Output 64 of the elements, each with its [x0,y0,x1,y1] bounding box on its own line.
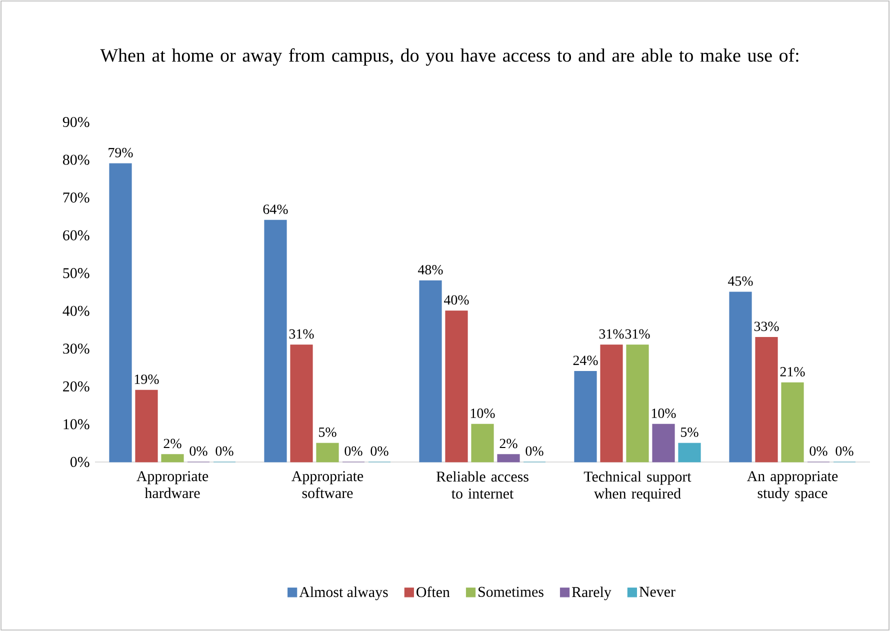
y-tick-label: 60% [63,230,90,240]
data-label: 0% [526,446,544,456]
data-label: 2% [500,438,518,448]
bar [471,424,494,462]
x-tick-label: Reliable access to internet [436,471,528,499]
data-label: 33% [754,322,779,332]
bar [445,310,468,462]
data-label: 40% [444,295,469,305]
bar [678,442,701,462]
legend-label: Often [416,586,450,598]
data-label: 0% [836,446,854,456]
y-tick-label: 50% [63,268,90,278]
data-label: 0% [216,446,234,456]
data-label: 10% [470,408,495,418]
bar [574,371,597,462]
data-label: 24% [573,356,598,366]
y-tick-label: 90% [62,116,90,128]
bar [652,424,675,462]
data-label: 0% [344,446,362,456]
data-label: 5% [319,427,336,437]
y-tick-label: 10% [64,419,90,430]
data-label: 5% [681,427,698,437]
x-tick-label: An appropriate study space [747,471,838,502]
legend-label: Almost always [299,586,388,600]
data-label: 0% [190,446,208,456]
x-tick-label: Technical support when required [584,471,692,502]
bar [600,344,623,462]
legend-label: Sometimes [478,586,544,597]
bar [497,454,520,462]
bar [109,163,132,462]
x-tick-label: Appropriate hardware [136,471,208,498]
x-tick-label: Appropriate software [292,471,364,498]
bar [626,344,649,462]
data-label: 48% [418,265,443,274]
bar [419,280,442,462]
bar [161,454,184,462]
data-label: 64% [263,204,288,214]
bar [729,292,752,462]
bar [755,337,778,462]
data-label: 21% [780,367,805,376]
bar [316,442,339,462]
bar [135,390,158,462]
data-label: 19% [134,374,159,384]
bar [264,220,287,462]
legend-label: Never [639,586,676,597]
legend-label: Rarely [572,586,612,600]
data-label: 79% [108,148,133,158]
data-label: 10% [652,408,676,418]
bar [290,344,313,462]
data-label: 0% [370,446,388,456]
data-label: 45% [728,276,753,286]
chart-title: When at home or away from campus, do you have access to and are able to make use of: [100,48,798,66]
bar [781,382,804,462]
data-label: 2% [164,438,182,448]
y-tick-label: 30% [63,344,90,354]
y-tick-label: 70% [63,192,90,203]
data-label: 31% [625,329,650,339]
data-label: 31% [599,329,624,339]
y-tick-label: 0% [70,456,90,468]
y-tick-label: 80% [62,154,90,165]
y-tick-label: 20% [63,381,90,392]
data-label: 31% [289,329,314,339]
data-label: 0% [810,446,828,456]
y-tick-label: 40% [62,306,90,316]
